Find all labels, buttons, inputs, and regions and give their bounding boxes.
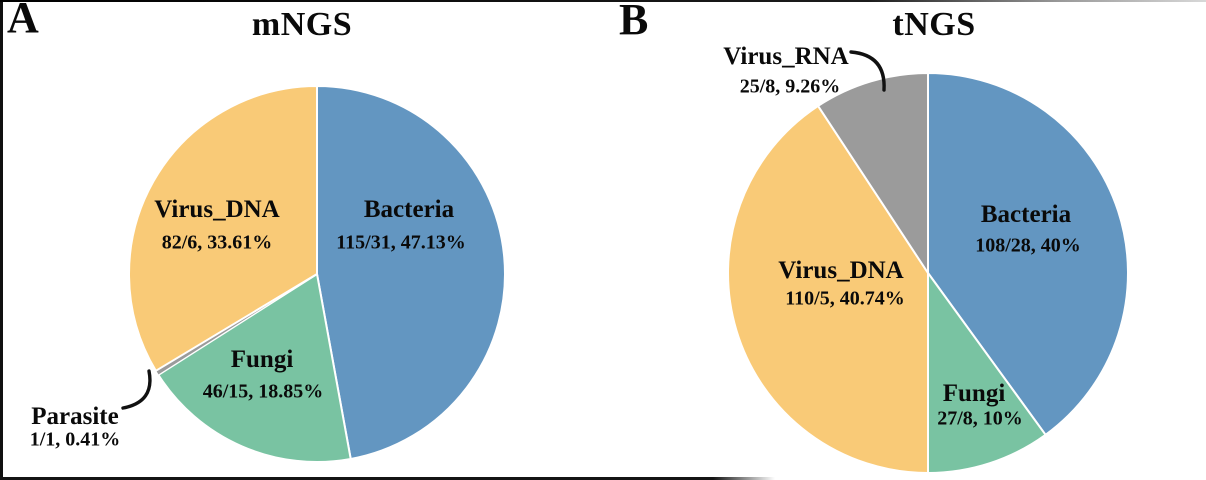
- slice-label-b-fungi: Fungi: [942, 380, 1006, 407]
- slice-label-a-fungi: Fungi: [230, 346, 294, 373]
- pie-slice-b-bacteria: [927, 72, 1129, 436]
- pie-slice-a-bacteria: [316, 85, 506, 460]
- leader-line-parasite: [121, 369, 152, 410]
- pie-slice-a-fungi: [157, 273, 352, 463]
- slice-label-a-virus_dna: Virus_DNA: [154, 196, 280, 223]
- frame-border-left: [0, 0, 3, 480]
- slice-value-b-fungi: 27/8, 10%: [937, 407, 1023, 430]
- slice-value-a-virus_dna: 82/6, 33.61%: [161, 231, 273, 254]
- slice-label-a-bacteria: Bacteria: [363, 196, 455, 223]
- slice-value-b-virus_rna: 25/8, 9.26%: [739, 75, 841, 98]
- slice-label-a-parasite: Parasite: [31, 403, 119, 430]
- frame-border-bottom: [0, 477, 775, 480]
- panel-letter-b: B: [619, 0, 649, 44]
- slice-value-a-bacteria: 115/31, 47.13%: [336, 231, 466, 254]
- slice-label-b-bacteria: Bacteria: [980, 201, 1072, 228]
- slice-value-b-virus_dna: 110/5, 40.74%: [785, 287, 905, 310]
- pie-slice-b-fungi: [927, 272, 1047, 474]
- slice-value-a-parasite: 1/1, 0.41%: [29, 428, 121, 451]
- frame-border-top: [0, 0, 1206, 2]
- pie-slice-a-virus_dna: [128, 85, 318, 372]
- chart-title-tngs: tNGS: [892, 6, 976, 43]
- panel-letter-a: A: [7, 0, 39, 42]
- chart-title-mngs: mNGS: [251, 6, 353, 43]
- slice-label-b-virus_dna: Virus_DNA: [778, 257, 904, 284]
- slice-value-b-bacteria: 108/28, 40%: [975, 234, 1081, 257]
- slice-label-b-virus_rna: Virus_RNA: [723, 43, 849, 70]
- slice-value-a-fungi: 46/15, 18.85%: [202, 380, 324, 403]
- pie-slice-b-virus_rna: [817, 72, 929, 274]
- leader-line-virus_rna: [849, 50, 886, 92]
